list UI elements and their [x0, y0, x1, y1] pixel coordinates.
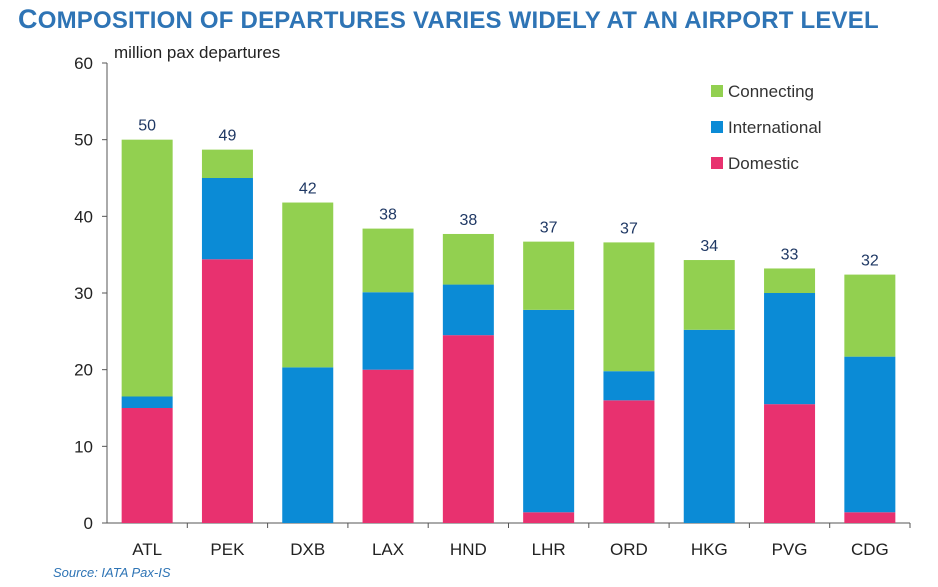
bar-lhr-international [523, 309, 575, 513]
total-label-pvg: 33 [781, 246, 799, 263]
bar-ord-connecting [603, 242, 655, 372]
x-tick-label-lax: LAX [372, 540, 404, 559]
bar-lhr-connecting [523, 241, 575, 310]
total-label-dxb: 42 [299, 181, 317, 198]
bar-pek-international [201, 178, 253, 260]
legend-swatch-international [711, 121, 723, 133]
x-tick-label-lhr: LHR [532, 540, 566, 559]
legend-label-connecting: Connecting [728, 82, 814, 101]
bar-pvg-international [764, 293, 816, 405]
source-note: Source: IATA Pax-IS [53, 565, 171, 580]
x-tick-label-cdg: CDG [851, 540, 889, 559]
bar-hnd-domestic [442, 335, 494, 523]
bar-atl-connecting [121, 139, 173, 397]
bar-ord-international [603, 371, 655, 401]
bar-cdg-international [844, 356, 896, 513]
bar-lax-domestic [362, 369, 414, 523]
bar-ord-domestic [603, 400, 655, 523]
total-label-atl: 50 [138, 118, 156, 135]
legend-label-international: International [728, 118, 822, 137]
bar-hkg-international [683, 329, 735, 523]
x-tick-label-dxb: DXB [290, 540, 325, 559]
bar-lhr-domestic [523, 512, 575, 523]
legend: Connecting International Domestic [711, 82, 822, 173]
total-label-hkg: 34 [700, 238, 718, 255]
bar-atl-international [121, 396, 173, 408]
bar-dxb-international [282, 367, 334, 523]
x-tick-label-ord: ORD [610, 540, 648, 559]
total-label-lhr: 37 [540, 220, 558, 237]
legend-label-domestic: Domestic [728, 154, 799, 173]
y-tick-label: 30 [74, 284, 93, 303]
total-label-lax: 38 [379, 207, 397, 224]
bar-cdg-connecting [844, 274, 896, 357]
y-tick-label: 20 [74, 361, 93, 380]
y-axis-label: million pax departures [114, 43, 280, 62]
bars [121, 139, 896, 523]
bar-hkg-connecting [683, 260, 735, 330]
chart-title-text: COMPOSITION OF DEPARTURES VARIES WIDELY … [18, 4, 879, 34]
bar-pek-domestic [201, 259, 253, 523]
bar-pek-connecting [201, 149, 253, 178]
x-tick-label-hkg: HKG [691, 540, 728, 559]
x-tick-label-atl: ATL [132, 540, 162, 559]
x-tick-label-pvg: PVG [772, 540, 808, 559]
legend-swatch-domestic [711, 157, 723, 169]
total-label-pek: 49 [219, 128, 237, 145]
legend-swatch-connecting [711, 85, 723, 97]
bar-lax-international [362, 292, 414, 370]
y-tick-label: 60 [74, 54, 93, 73]
labels: 50 ATL 49 PEK 42 DXB 38 LAX 38 HND 37 LHR 37 ORD 34 HKG… [132, 118, 889, 559]
bar-atl-domestic [121, 408, 173, 523]
bar-lax-connecting [362, 228, 414, 293]
y-tick-label: 0 [84, 514, 93, 533]
y-tick-label: 10 [74, 437, 93, 456]
bar-hnd-international [442, 284, 494, 336]
bar-pvg-domestic [764, 404, 816, 523]
bar-cdg-domestic [844, 512, 896, 523]
y-tick-label: 50 [74, 131, 93, 150]
chart-title: COMPOSITION OF DEPARTURES VARIES WIDELY … [18, 4, 879, 35]
total-label-cdg: 32 [861, 253, 879, 270]
x-tick-label-pek: PEK [210, 540, 245, 559]
total-label-hnd: 38 [459, 212, 477, 229]
bar-dxb-connecting [282, 202, 334, 368]
x-tick-label-hnd: HND [450, 540, 487, 559]
total-label-ord: 37 [620, 220, 638, 237]
bar-hnd-connecting [442, 233, 494, 285]
bar-pvg-connecting [764, 268, 816, 293]
y-tick-label: 40 [74, 207, 93, 226]
